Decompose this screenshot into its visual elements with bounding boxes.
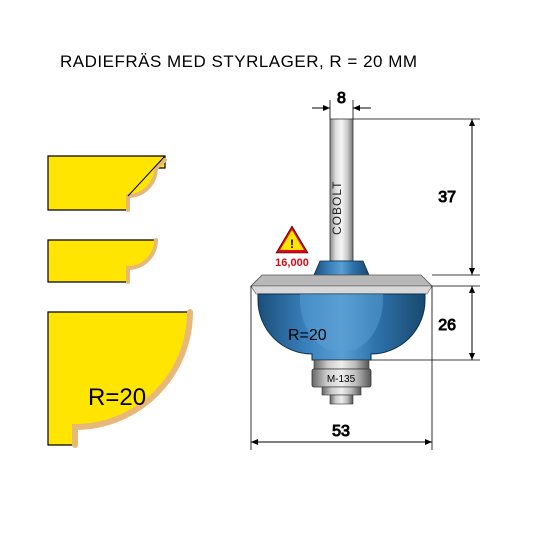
tool-radius-label: R=20 [288, 327, 327, 344]
profile-shape-2 [48, 240, 156, 282]
dim-cut-height: 26 [438, 317, 456, 334]
dim-shank-length: 37 [438, 189, 456, 206]
model-label: M-135 [327, 374, 356, 385]
brand-label: COBOLT [330, 181, 344, 235]
profile-shape-1 [48, 156, 165, 210]
profile-shape-3: R=20 [48, 312, 190, 445]
dim-total-width: 53 [332, 423, 350, 440]
profile-radius-label: R=20 [88, 384, 146, 411]
warning-icon: ! 16,000 [275, 226, 309, 269]
technical-diagram: R=20 COBOLT ! 16,000 R=20 M-135 [0, 0, 541, 550]
router-bit: COBOLT ! 16,000 R=20 M-135 [251, 119, 432, 404]
svg-text:!: ! [290, 237, 294, 251]
dim-shank-width: 8 [337, 90, 346, 107]
warning-rpm-label: 16,000 [275, 257, 309, 269]
